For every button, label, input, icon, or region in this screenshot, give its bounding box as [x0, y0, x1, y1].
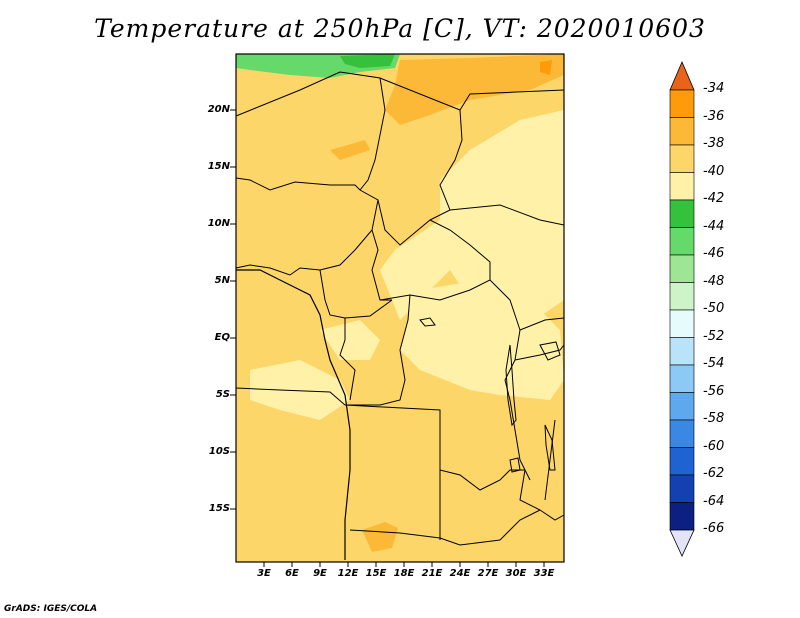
temp-zone-light-east	[380, 110, 564, 330]
colorbar-label: -46	[703, 246, 725, 261]
colorbar-label: -38	[703, 136, 725, 151]
temp-zone-cold-core	[340, 54, 395, 68]
lon-label: 33E	[533, 568, 555, 579]
temp-zone-warm-north	[385, 54, 564, 125]
colorbar-box	[669, 89, 695, 118]
coastline	[236, 269, 351, 560]
colorbar-box	[669, 227, 695, 256]
colorbar-label: -60	[703, 438, 725, 454]
colorbar-box	[669, 144, 695, 173]
temp-zone-warm-south	[362, 522, 398, 552]
credit-text: GrADS: IGES/COLA	[4, 604, 98, 614]
colorbar-box	[669, 392, 695, 421]
lon-label: 18E	[393, 568, 415, 579]
colorbar-box	[669, 502, 695, 531]
temp-zone-light-gulf	[320, 320, 380, 360]
colorbar-box	[669, 419, 695, 448]
colorbar-label: -52	[703, 328, 725, 344]
lat-label: 20N	[207, 104, 230, 115]
lon-label: 24E	[449, 568, 471, 579]
lon-label: 6E	[285, 568, 299, 579]
colorbar-label: -58	[703, 411, 725, 426]
temp-zone-light-center	[400, 280, 564, 400]
colorbar-label: -34	[703, 81, 725, 96]
lon-label: 27E	[477, 568, 499, 579]
colorbar-label: -42	[703, 191, 725, 206]
colorbar-bottom-arrow	[669, 529, 695, 557]
lon-label: 12E	[337, 568, 359, 579]
colorbar-label: -36	[703, 108, 725, 124]
colorbar-box	[669, 337, 695, 366]
colorbar-label: -40	[703, 163, 725, 179]
temp-zone-light-west	[250, 360, 350, 420]
colorbar-label: -64	[703, 493, 725, 509]
lat-label: 10S	[208, 446, 230, 457]
lon-label: 30E	[505, 568, 527, 579]
lakes	[419, 317, 561, 473]
colorbar-box	[669, 309, 695, 338]
lat-label: 15S	[208, 503, 230, 514]
colorbar-box	[669, 199, 695, 228]
country-borders	[235, 71, 565, 546]
lon-label: 9E	[313, 568, 327, 579]
colorbar-label: -50	[703, 301, 725, 316]
lat-label: 15N	[207, 161, 230, 172]
colorbar-top-arrow	[669, 60, 695, 91]
colorbar-box	[669, 117, 695, 146]
map-frame	[235, 53, 565, 563]
lat-label: 5N	[214, 275, 230, 286]
colorbar-box	[669, 282, 695, 311]
map-panel	[235, 53, 565, 563]
colorbar	[669, 60, 695, 557]
colorbar-label: -56	[703, 383, 725, 399]
lat-label: EQ	[214, 332, 230, 343]
lat-label: 10N	[207, 218, 230, 229]
temp-zone-warm-streak	[330, 140, 370, 160]
colorbar-label: -62	[703, 466, 725, 481]
colorbar-box	[669, 364, 695, 393]
lon-label: 15E	[365, 568, 387, 579]
lat-label: 5S	[215, 389, 230, 400]
map-title: Temperature at 250hPa [C], VT: 202001060…	[94, 14, 706, 43]
lon-label: 21E	[421, 568, 443, 579]
colorbar-label: -66	[703, 521, 725, 536]
colorbar-label: -48	[703, 273, 725, 289]
colorbar-box	[669, 254, 695, 283]
temp-zone-warm-east	[540, 60, 552, 75]
colorbar-box	[669, 474, 695, 503]
axis-ticks	[230, 109, 545, 567]
colorbar-label: -44	[703, 218, 725, 234]
colorbar-label: -54	[703, 356, 725, 371]
lon-label: 3E	[257, 568, 271, 579]
colorbar-box	[669, 447, 695, 476]
colorbar-box	[669, 172, 695, 201]
